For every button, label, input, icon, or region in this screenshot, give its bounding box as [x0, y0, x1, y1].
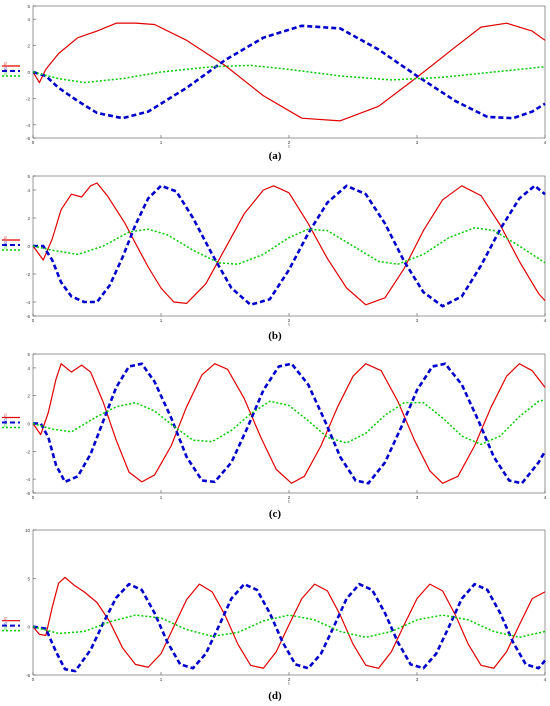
- panel-c-x-tick-label: 3: [416, 495, 419, 500]
- panel-c-series-f1-line: [32, 363, 546, 484]
- panel-d-y-tick-label: 10: [25, 528, 31, 533]
- panel-d-legend-label-f2: f2: [4, 622, 7, 626]
- panel-b-series-f3-line: [32, 227, 546, 265]
- panel-c-legend-label-f1: f1: [4, 414, 7, 418]
- panel-d-caption: (d): [268, 690, 282, 702]
- panel-c-y-tick-label: -2: [26, 449, 30, 454]
- panel-c-legend-label-f2: f2: [4, 419, 7, 423]
- panel-c-x-tick-label: 4: [544, 495, 547, 500]
- panel-b-y-tick-label: -4: [26, 300, 30, 305]
- panel-b-x-axis-label: t: [288, 322, 290, 327]
- panel-d-x-tick-label: 0: [32, 677, 35, 682]
- panel-a-series-f3-line: [32, 64, 546, 84]
- panel-c-series-f3-line: [32, 399, 546, 446]
- panel-a-x-tick-label: 3: [416, 140, 419, 145]
- panel-c-y-tick-label: -5: [26, 491, 30, 496]
- panel-b-y-tick-label: 5: [27, 174, 30, 179]
- panel-b-legend-label-f1: f1: [4, 236, 7, 240]
- panel-a-x-tick-label: 4: [544, 140, 547, 145]
- panel-c-x-tick-label: 1: [160, 495, 163, 500]
- panel-b-caption: (b): [268, 330, 282, 342]
- panel-b-x-tick-label: 0: [32, 318, 35, 323]
- panel-c-series-f2-line: [33, 362, 547, 485]
- panel-b-legend-label-f2: f2: [4, 241, 7, 245]
- panel-d-y-tick-label: -5: [26, 673, 30, 678]
- panel-d-series-f2-line: [32, 582, 547, 673]
- panel-d-series-f3-line: [32, 614, 546, 639]
- panel-b-y-tick-label: 4: [27, 188, 30, 193]
- panel-b-y-tick-label: -2: [26, 272, 30, 277]
- panel-d-x-tick-label: 3: [416, 677, 419, 682]
- panel-d-x-tick-label: 4: [544, 677, 547, 682]
- panel-a-y-tick-label: 2: [27, 44, 30, 49]
- panel-a-x-tick-label: 2: [288, 140, 291, 145]
- panel-b-x-tick-label: 4: [544, 318, 547, 323]
- panel-c-caption: (c): [268, 508, 282, 520]
- panel-a-series-f2-line: [32, 24, 546, 120]
- panel-c-x-tick-label: 2: [288, 495, 291, 500]
- panel-a-y-tick-label: 5: [27, 4, 30, 9]
- panel-d-y-tick-label: 0: [27, 625, 30, 630]
- panel-d-series-f1-line: [32, 576, 546, 669]
- panel-a-x-tick-label: 1: [160, 140, 163, 145]
- panel-a-series-f1-line: [32, 22, 546, 122]
- panel-a-x-tick-label: 0: [32, 140, 35, 145]
- panel-b-y-tick-label: 2: [27, 216, 30, 221]
- panel-c-plot-frame: [32, 353, 546, 494]
- panel-a-legend-label-f2: f2: [4, 67, 7, 71]
- panel-c-y-tick-label: 0: [27, 422, 30, 427]
- panel-d-legend-label-f3: f3: [4, 627, 7, 631]
- panel-b-y-tick-label: -5: [26, 314, 30, 319]
- panel-c-y-tick-label: 4: [27, 366, 30, 371]
- panel-b-y-tick-label: 0: [27, 244, 30, 249]
- panel-a-y-tick-label: -5: [26, 136, 30, 141]
- panel-d-legend-label-f1: f1: [4, 617, 7, 621]
- panel-a-legend-label-f1: f1: [4, 62, 7, 66]
- panel-a-y-tick-label: 4: [27, 17, 30, 22]
- panel-b-x-tick-label: 1: [160, 318, 163, 323]
- panel-d-x-axis-label: t: [288, 681, 290, 686]
- panel-b-series-f1-line: [32, 182, 546, 306]
- panel-d-x-tick-label: 2: [288, 677, 291, 682]
- panel-c-y-tick-label: 2: [27, 394, 30, 399]
- panel-b-legend-label-f3: f3: [4, 246, 7, 250]
- panel-d-y-tick-label: 5: [27, 576, 30, 581]
- panel-c-y-tick-label: 5: [27, 352, 30, 357]
- panel-b-plot-frame: [32, 175, 546, 317]
- panel-c-legend-label-f3: f3: [4, 424, 7, 428]
- panel-a-y-tick-label: 0: [27, 70, 30, 75]
- panel-a-x-axis-label: t: [288, 144, 290, 148]
- panel-b-series-f2-line: [33, 184, 546, 308]
- panel-b-x-tick-label: 3: [416, 318, 419, 323]
- panel-c-y-tick-label: -4: [26, 477, 30, 482]
- panel-c-x-tick-label: 0: [32, 495, 35, 500]
- panel-a-legend-label-f3: f3: [4, 72, 7, 76]
- panel-a-caption: (a): [268, 150, 282, 162]
- panel-c-x-axis-label: t: [288, 499, 290, 503]
- panel-a-y-tick-label: -2: [26, 96, 30, 101]
- panel-a-y-tick-label: -4: [26, 123, 30, 128]
- panel-d-x-tick-label: 1: [160, 677, 163, 682]
- panel-b-x-tick-label: 2: [288, 318, 291, 323]
